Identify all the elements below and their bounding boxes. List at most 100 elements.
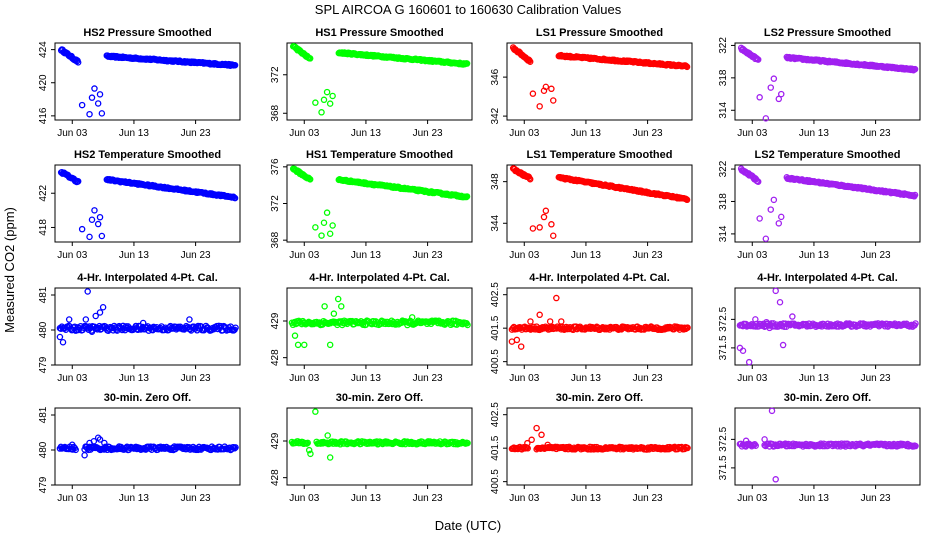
gap-point [320, 219, 328, 226]
panel-title: 30-min. Zero Off. [336, 392, 423, 404]
gap-point [91, 207, 98, 214]
outlier-point [318, 321, 325, 328]
y-tick-label: 376 [270, 158, 281, 175]
x-axis-label: Date (UTC) [435, 518, 501, 533]
gap-point [767, 84, 775, 91]
x-tick-label: Jun 23 [181, 128, 211, 139]
data-points [737, 165, 919, 243]
data-points [509, 165, 691, 240]
gap-point [529, 90, 537, 97]
y-tick-label: 372 [270, 66, 281, 83]
data-point [463, 193, 471, 200]
data-points [288, 408, 471, 461]
y-tick-label: 400.5 [490, 469, 501, 494]
gap-point [770, 196, 778, 204]
x-tick-label: Jun 13 [571, 493, 601, 504]
x-tick-label: Jun 23 [633, 493, 663, 504]
gap-point [536, 224, 543, 231]
x-tick-label: Jun 23 [861, 493, 891, 504]
gap-point [756, 215, 763, 222]
y-tick-label: 429 [270, 432, 281, 449]
panel: 30-min. Zero Off. Jun 03 Jun 13 Jun 23 371.5… [718, 392, 921, 504]
gap-point [536, 103, 543, 110]
panel: 4-Hr. Interpolated 4-Pt. Cal. Jun 03 Jun 1… [718, 272, 921, 384]
y-tick-label: 402.5 [490, 402, 501, 427]
x-tick-label: Jun 13 [571, 250, 601, 261]
x-tick-label: Jun 13 [351, 373, 381, 384]
y-tick-label: 322 [718, 37, 729, 54]
panel-title: LS1 Temperature Smoothed [527, 149, 673, 161]
y-tick-label: 480 [38, 441, 49, 458]
x-tick-label: Jun 23 [861, 373, 891, 384]
gap-point [775, 220, 783, 227]
plot-frame [506, 287, 693, 366]
x-tick-label: Jun 03 [57, 373, 87, 384]
y-tick-label: 346 [490, 68, 501, 85]
gap-point [542, 83, 550, 91]
y-tick-label: 402.5 [490, 282, 501, 307]
data-points [736, 407, 919, 483]
x-tick-label: Jun 13 [571, 128, 601, 139]
panel-title: 30-min. Zero Off. [556, 392, 643, 404]
plot-frame [506, 164, 693, 243]
data-point [752, 442, 759, 449]
gap-point [756, 94, 763, 101]
gap-point [540, 213, 548, 221]
plot-frame [506, 407, 693, 486]
data-point [911, 191, 919, 199]
outlier-point [553, 294, 560, 302]
data-point [683, 196, 691, 204]
outlier-point [334, 295, 342, 303]
x-tick-label: Jun 13 [119, 250, 149, 261]
outlier-point [528, 436, 535, 444]
gap-point [318, 109, 325, 116]
y-tick-label: 416 [38, 107, 49, 124]
y-tick-label: 401.5 [490, 435, 501, 460]
panel: 4-Hr. Interpolated 4-Pt. Cal. Jun 03 Jun 1… [270, 272, 473, 384]
plot-frame [506, 42, 693, 121]
y-tick-label: 372.5 [718, 426, 729, 451]
panel-title: LS1 Pressure Smoothed [536, 27, 663, 39]
gap-point [312, 99, 319, 106]
outlier-point [69, 441, 76, 448]
plot-frame [286, 287, 473, 366]
x-tick-label: Jun 23 [181, 373, 211, 384]
data-points [56, 434, 239, 459]
data-point [464, 439, 471, 447]
outlier-point [99, 303, 107, 311]
gap-point [548, 221, 555, 228]
outlier-point [536, 311, 543, 319]
gap-point [94, 100, 102, 107]
data-point [232, 324, 239, 331]
gap-point [96, 91, 104, 98]
outlier-point [81, 451, 88, 459]
y-tick-label: 429 [270, 312, 281, 329]
x-tick-label: Jun 03 [289, 373, 319, 384]
y-tick-label: 314 [718, 225, 729, 242]
outlier-point [301, 341, 308, 349]
outlier-point [294, 341, 302, 349]
y-tick-label: 428 [270, 349, 281, 366]
data-point [754, 56, 762, 63]
y-tick-label: 428 [270, 469, 281, 486]
outlier-point [772, 476, 779, 483]
panel-title: 30-min. Zero Off. [784, 392, 871, 404]
gap-point [778, 213, 785, 221]
x-tick-label: Jun 03 [509, 128, 539, 139]
y-tick-label: 479 [38, 476, 49, 493]
data-point [911, 65, 919, 73]
outlier-point [92, 312, 99, 320]
y-tick-label: 372 [270, 195, 281, 212]
panel: LS1 Temperature Smoothed Jun 03 Jun 13 Jun … [490, 149, 693, 261]
data-point [74, 59, 82, 66]
x-tick-label: Jun 13 [351, 493, 381, 504]
y-tick-label: 348 [490, 173, 501, 190]
x-tick-label: Jun 23 [413, 128, 443, 139]
panel: 4-Hr. Interpolated 4-Pt. Cal. Jun 03 Jun 1… [490, 272, 693, 384]
plot-frame [734, 42, 921, 121]
panel: LS1 Pressure Smoothed Jun 03 Jun 13 Jun 23 3… [490, 27, 693, 139]
outlier-point [768, 407, 776, 415]
gap-point [88, 216, 96, 224]
panel-title: LS2 Pressure Smoothed [764, 27, 891, 39]
data-point [306, 55, 314, 62]
